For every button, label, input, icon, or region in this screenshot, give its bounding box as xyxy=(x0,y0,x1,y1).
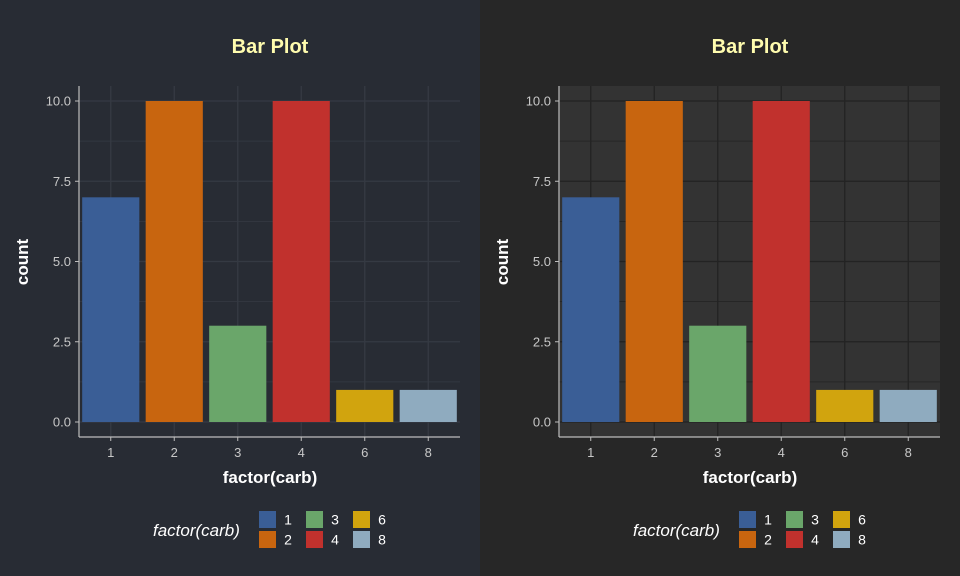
x-tick-label: 8 xyxy=(425,445,432,460)
legend-key-8 xyxy=(353,531,370,548)
legend-label-2: 2 xyxy=(284,532,292,548)
legend-label-1: 1 xyxy=(284,512,292,528)
bar-1 xyxy=(82,197,140,422)
x-tick-label: 3 xyxy=(714,445,721,460)
bar-4 xyxy=(752,101,810,422)
x-tick-label: 2 xyxy=(171,445,178,460)
legend-key-3 xyxy=(306,511,323,528)
y-tick-label: 5.0 xyxy=(533,254,551,269)
legend-label-4: 4 xyxy=(811,532,819,548)
chart-title: Bar Plot xyxy=(232,36,309,58)
left-chart-panel: 0.0 2.5 5.0 7.5 10.0 1 2 3 4 6 8 Bar Plot factor(car… xyxy=(0,0,480,576)
x-tick-label: 4 xyxy=(298,445,305,460)
y-tick-label: 0.0 xyxy=(533,415,551,430)
y-axis-title: count xyxy=(13,239,32,286)
y-tick-label: 2.5 xyxy=(53,334,71,349)
bar-8 xyxy=(399,389,457,422)
legend-key-6 xyxy=(833,511,850,528)
bar-6 xyxy=(336,389,394,422)
legend-key-6 xyxy=(353,511,370,528)
legend-key-4 xyxy=(306,531,323,548)
legend-label-4: 4 xyxy=(331,532,339,548)
bar-8 xyxy=(879,389,937,422)
bar-4 xyxy=(272,101,330,422)
legend-key-3 xyxy=(786,511,803,528)
legend-key-1 xyxy=(259,511,276,528)
bar-1 xyxy=(562,197,620,422)
legend-label-6: 6 xyxy=(378,512,386,528)
bar-2 xyxy=(625,101,683,422)
x-tick-label: 3 xyxy=(234,445,241,460)
bar-6 xyxy=(816,389,874,422)
x-axis-title: factor(carb) xyxy=(223,468,317,487)
legend-key-2 xyxy=(259,531,276,548)
legend-title: factor(carb) xyxy=(153,521,240,540)
x-tick-label: 1 xyxy=(587,445,594,460)
legend-key-2 xyxy=(739,531,756,548)
legend-key-1 xyxy=(739,511,756,528)
y-tick-label: 10.0 xyxy=(46,94,71,109)
chart-title: Bar Plot xyxy=(712,36,789,58)
legend-label-8: 8 xyxy=(378,532,386,548)
y-tick-label: 0.0 xyxy=(53,415,71,430)
x-tick-label: 1 xyxy=(107,445,114,460)
y-tick-label: 5.0 xyxy=(53,254,71,269)
x-tick-label: 6 xyxy=(361,445,368,460)
y-tick-label: 10.0 xyxy=(526,94,551,109)
bar-2 xyxy=(145,101,203,422)
legend-label-3: 3 xyxy=(811,512,819,528)
legend-label-1: 1 xyxy=(764,512,772,528)
x-axis-title: factor(carb) xyxy=(703,468,797,487)
right-bar-chart: 0.0 2.5 5.0 7.5 10.0 1 2 3 4 6 8 Bar Plot factor(car… xyxy=(493,36,940,548)
legend-key-4 xyxy=(786,531,803,548)
x-tick-label: 8 xyxy=(905,445,912,460)
x-tick-label: 6 xyxy=(841,445,848,460)
y-tick-label: 7.5 xyxy=(533,174,551,189)
legend-label-6: 6 xyxy=(858,512,866,528)
x-tick-label: 2 xyxy=(651,445,658,460)
y-tick-label: 7.5 xyxy=(53,174,71,189)
legend-label-2: 2 xyxy=(764,532,772,548)
legend-label-3: 3 xyxy=(331,512,339,528)
y-axis-title: count xyxy=(493,239,512,286)
legend-label-8: 8 xyxy=(858,532,866,548)
right-chart-panel: 0.0 2.5 5.0 7.5 10.0 1 2 3 4 6 8 Bar Plot factor(car… xyxy=(480,0,960,576)
legend-key-8 xyxy=(833,531,850,548)
x-tick-label: 4 xyxy=(778,445,785,460)
bar-3 xyxy=(689,325,747,422)
bar-3 xyxy=(209,325,267,422)
left-bar-chart: 0.0 2.5 5.0 7.5 10.0 1 2 3 4 6 8 Bar Plot factor(car… xyxy=(13,36,460,548)
y-tick-label: 2.5 xyxy=(533,334,551,349)
legend-title: factor(carb) xyxy=(633,521,720,540)
